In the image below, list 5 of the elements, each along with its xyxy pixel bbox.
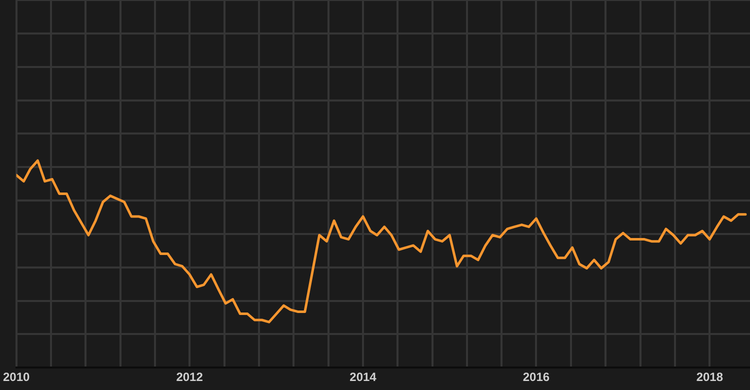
x-tick-label: 2010 (2, 370, 30, 384)
x-tick-label: 2012 (176, 370, 204, 384)
x-tick-label: 2016 (522, 370, 550, 384)
x-tick-label: 2018 (696, 370, 724, 384)
x-tick-label: 2014 (350, 370, 377, 384)
